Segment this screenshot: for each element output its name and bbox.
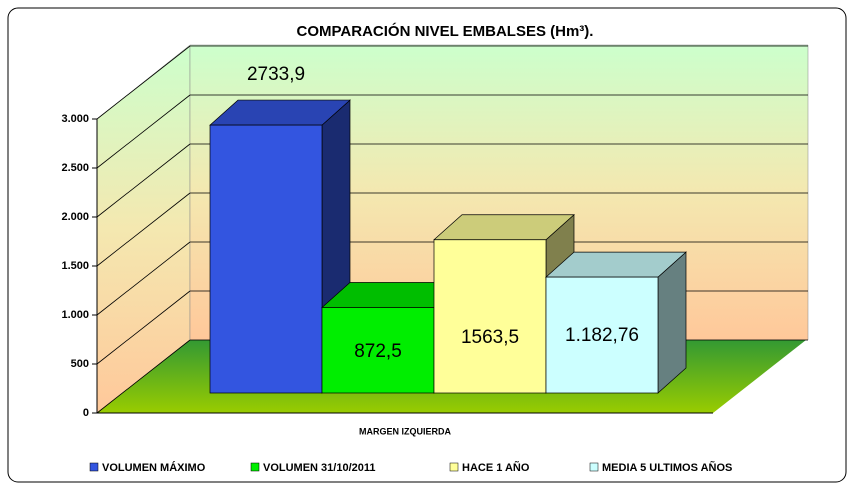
legend-swatch (89, 462, 99, 472)
legend-swatch (250, 462, 260, 472)
y-tick-label: 2.500 (61, 162, 89, 174)
legend-label: VOLUMEN 31/10/2011 (263, 462, 376, 474)
y-tick-label: 3.000 (61, 113, 89, 125)
grid-line (96, 241, 191, 316)
legend-label: VOLUMEN MÁXIMO (102, 461, 206, 474)
grid-line (96, 45, 191, 120)
grid-line (96, 339, 191, 414)
grid-line (96, 192, 191, 267)
grid-line (96, 143, 191, 218)
legend-swatch (589, 462, 599, 472)
bar (545, 276, 659, 394)
legend-label: MEDIA 5 ULTIMOS AÑOS (602, 461, 732, 474)
data-label: 1563,5 (461, 327, 519, 348)
y-tick-label: 1.000 (61, 309, 89, 321)
bar (209, 124, 323, 394)
category-label: MARGEN IZQUIERDA (359, 426, 452, 436)
bar (321, 307, 435, 394)
grid-line (96, 290, 191, 365)
y-tick-label: 500 (71, 358, 89, 370)
data-label: 872,5 (354, 341, 402, 362)
legend-swatch (449, 462, 459, 472)
legend-label: HACE 1 AÑO (462, 461, 530, 474)
grid-line (96, 94, 191, 169)
data-label: 2733,9 (247, 64, 305, 85)
chart-title: COMPARACIÓN NIVEL EMBALSES (Hm³). (297, 22, 594, 40)
y-tick-label: 1.500 (61, 260, 89, 272)
y-tick-label: 2.000 (61, 211, 89, 223)
y-tick-label: 0 (83, 407, 89, 419)
data-label: 1.182,76 (565, 325, 639, 346)
bar (433, 239, 547, 394)
